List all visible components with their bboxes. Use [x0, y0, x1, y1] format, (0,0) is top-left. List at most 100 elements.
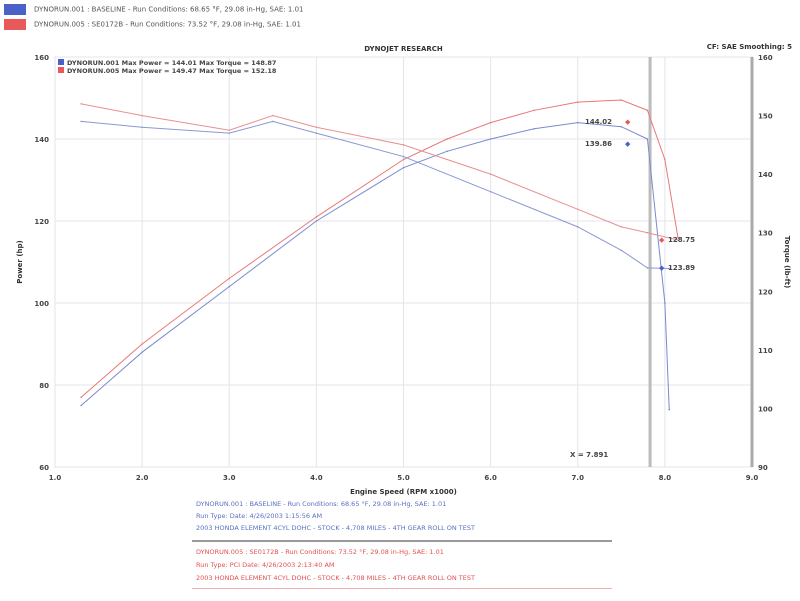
x-tick-label: 9.0: [746, 474, 759, 482]
data-point: [228, 132, 231, 134]
footer-run2-line1: DYNORUN.005 : SE0172B - Run Conditions: …: [196, 548, 444, 556]
data-point: [668, 267, 671, 270]
data-point: [646, 267, 649, 269]
y-tick-label: 160: [34, 54, 49, 62]
annotation-marker-icon: ◆: [659, 236, 665, 244]
footer-run2-line3: 2003 HONDA ELEMENT 4CYL DOHC - STOCK - 4…: [196, 574, 475, 582]
x-tick-label: 7.0: [572, 474, 585, 482]
data-point: [664, 302, 666, 304]
data-point: [141, 114, 143, 117]
data-point: [489, 121, 492, 124]
legend-swatch: [58, 67, 64, 73]
data-point: [576, 101, 579, 103]
data-point: [620, 249, 623, 252]
header-run2-text: DYNORUN.005 : SE0172B - Run Conditions: …: [34, 20, 301, 29]
data-point: [646, 138, 649, 140]
data-point: [402, 166, 405, 169]
legend-entry: DYNORUN.001 Max Power = 144.01 Max Torqu…: [67, 59, 276, 67]
y-tick-label: 100: [34, 300, 49, 308]
y-tick-label: 80: [39, 382, 49, 390]
data-point: [315, 216, 318, 218]
x-tick-label: 6.0: [484, 474, 497, 482]
x-tick-label: 3.0: [223, 474, 236, 482]
data-point: [677, 239, 679, 241]
y2-tick-label: 110: [758, 347, 773, 355]
y2-tick-label: 90: [758, 464, 768, 472]
data-point: [272, 114, 274, 117]
annotation-label: 128.75: [668, 236, 695, 244]
data-point: [446, 150, 448, 153]
header-run1: DYNORUN.001 : BASELINE - Run Conditions:…: [4, 4, 304, 15]
data-point: [489, 173, 492, 175]
legend-entry: DYNORUN.005 Max Power = 149.47 Max Torqu…: [67, 67, 277, 75]
y-tick-label: 60: [39, 464, 49, 472]
run1-swatch: [4, 4, 26, 15]
annotation-label: 123.89: [668, 264, 695, 272]
annotation-marker-icon: ◆: [625, 118, 631, 126]
data-point: [315, 126, 318, 129]
y-tick-label: 140: [34, 136, 49, 144]
header-run1-text: DYNORUN.001 : BASELINE - Run Conditions:…: [34, 5, 304, 14]
x-tick-label: 4.0: [310, 474, 323, 482]
data-point: [668, 408, 671, 411]
data-point: [533, 127, 535, 130]
data-point: [620, 99, 623, 101]
data-point: [646, 109, 649, 112]
footer-run1-line1: DYNORUN.001 : BASELINE - Run Conditions:…: [196, 500, 447, 508]
y2-tick-label: 160: [758, 54, 773, 62]
x-tick-label: 2.0: [136, 474, 149, 482]
data-point: [80, 120, 82, 123]
data-point: [664, 158, 666, 161]
y2-tick-label: 120: [758, 288, 773, 296]
footer-run1-line2: Run Type: Date: 4/26/2003 1:15:56 AM: [196, 512, 323, 520]
footer-divider: [192, 540, 612, 542]
data-point: [80, 404, 82, 407]
data-point: [576, 121, 579, 124]
y2-axis-label: Torque (lb-ft): [783, 236, 791, 288]
data-point: [646, 231, 649, 234]
data-point: [620, 226, 623, 228]
y-tick-label: 120: [34, 218, 49, 226]
footer-divider-2: [192, 588, 612, 589]
footer-run2-line2: Run Type: PCI Date: 4/26/2003 2:13:40 AM: [196, 561, 335, 569]
data-point: [315, 220, 318, 222]
data-point: [489, 190, 492, 193]
y2-tick-label: 130: [758, 230, 773, 238]
data-point: [141, 351, 143, 354]
data-point: [80, 103, 82, 105]
header-run2: DYNORUN.005 : SE0172B - Run Conditions: …: [4, 19, 301, 30]
x-tick-label: 5.0: [397, 474, 410, 482]
legend-swatch: [58, 59, 64, 65]
x-axis-label: Engine Speed (RPM x1000): [350, 488, 457, 496]
data-point: [533, 109, 535, 112]
x-tick-label: 1.0: [49, 474, 62, 482]
annotation-marker-icon: ◆: [659, 264, 665, 272]
data-point: [141, 343, 143, 345]
data-point: [446, 138, 448, 140]
data-point: [141, 126, 143, 129]
data-point: [228, 285, 231, 288]
x-tick-label: 8.0: [659, 474, 672, 482]
annotation-marker-icon: ◆: [625, 140, 631, 148]
data-point: [620, 125, 623, 128]
data-point: [272, 120, 274, 123]
y2-tick-label: 150: [758, 113, 773, 121]
data-point: [402, 155, 405, 158]
y2-tick-label: 140: [758, 171, 773, 179]
y-axis-label: Power (hp): [16, 240, 24, 283]
chart-title: DYNOJET RESEARCH: [364, 45, 443, 53]
annotation-label: 144.02: [585, 118, 612, 126]
footer-run1-line3: 2003 HONDA ELEMENT 4CYL DOHC - STOCK - 4…: [196, 524, 475, 532]
run2-swatch: [4, 19, 26, 30]
y2-tick-label: 100: [758, 405, 773, 413]
annotation-label: 139.86: [585, 140, 612, 148]
chart-subtitle: CF: SAE Smoothing: 5: [707, 43, 792, 51]
data-point: [402, 158, 405, 161]
data-point: [489, 138, 492, 140]
data-point: [315, 132, 318, 134]
data-point: [228, 129, 231, 132]
data-point: [228, 277, 231, 280]
data-point: [576, 208, 579, 211]
data-point: [677, 236, 679, 239]
